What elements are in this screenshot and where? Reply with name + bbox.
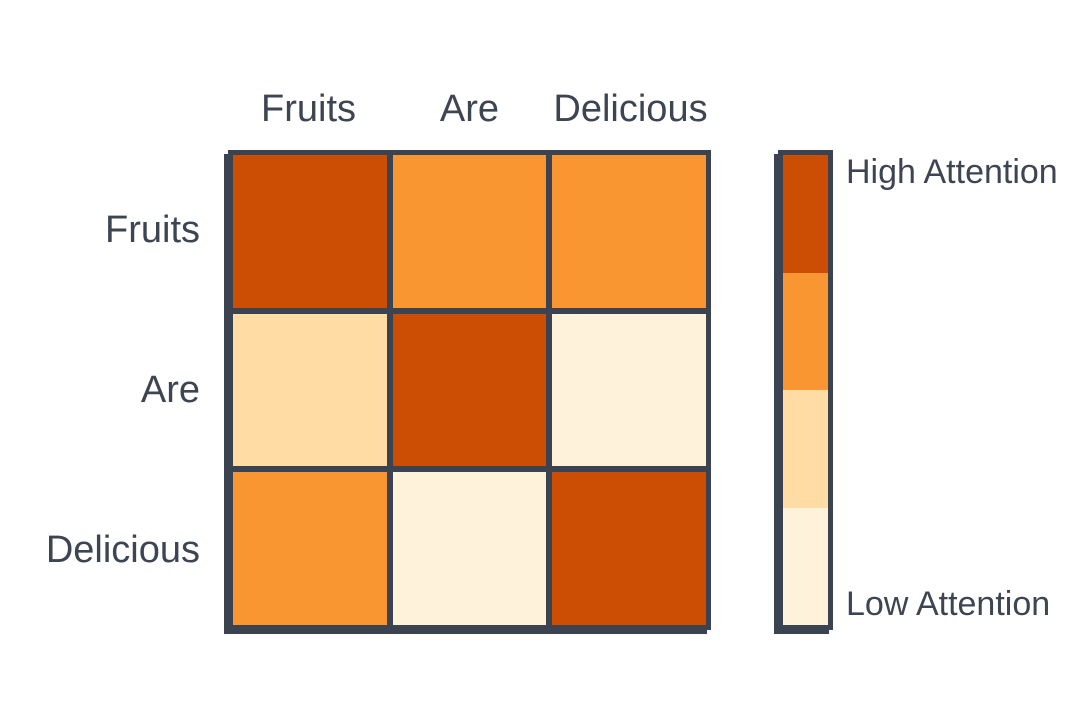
colorbar-segment-low: [783, 507, 828, 625]
heatmap-cell: [233, 155, 387, 308]
column-label-delicious: Delicious: [553, 88, 708, 130]
colorbar-segment-medium-low: [783, 390, 828, 508]
heatmap-cell: [233, 472, 387, 625]
heatmap-grid: [228, 150, 711, 630]
column-label-are: Are: [439, 88, 500, 130]
row-label-fruits: Fruits: [105, 208, 200, 251]
heatmap-cell: [552, 313, 706, 467]
heatmap-cell: [233, 313, 387, 467]
row-labels: Fruits Are Delicious: [0, 150, 206, 630]
colorbar-segment-medium-high: [783, 272, 828, 390]
column-label-fruits: Fruits: [261, 88, 356, 130]
legend-high-attention-label: High Attention: [846, 153, 1058, 191]
colorbar: [778, 150, 833, 630]
row-label-are: Are: [140, 368, 200, 411]
legend-low-attention-label: Low Attention: [846, 585, 1051, 623]
row-label-delicious: Delicious: [45, 528, 200, 571]
heatmap-cell: [392, 472, 547, 625]
heatmap-cell: [552, 155, 706, 308]
heatmap-cell: [552, 472, 706, 625]
heatmap-cell: [392, 155, 547, 308]
colorbar-segment-high: [783, 155, 828, 273]
heatmap-cell: [392, 313, 547, 467]
column-labels: Fruits Are Delicious: [228, 86, 711, 132]
